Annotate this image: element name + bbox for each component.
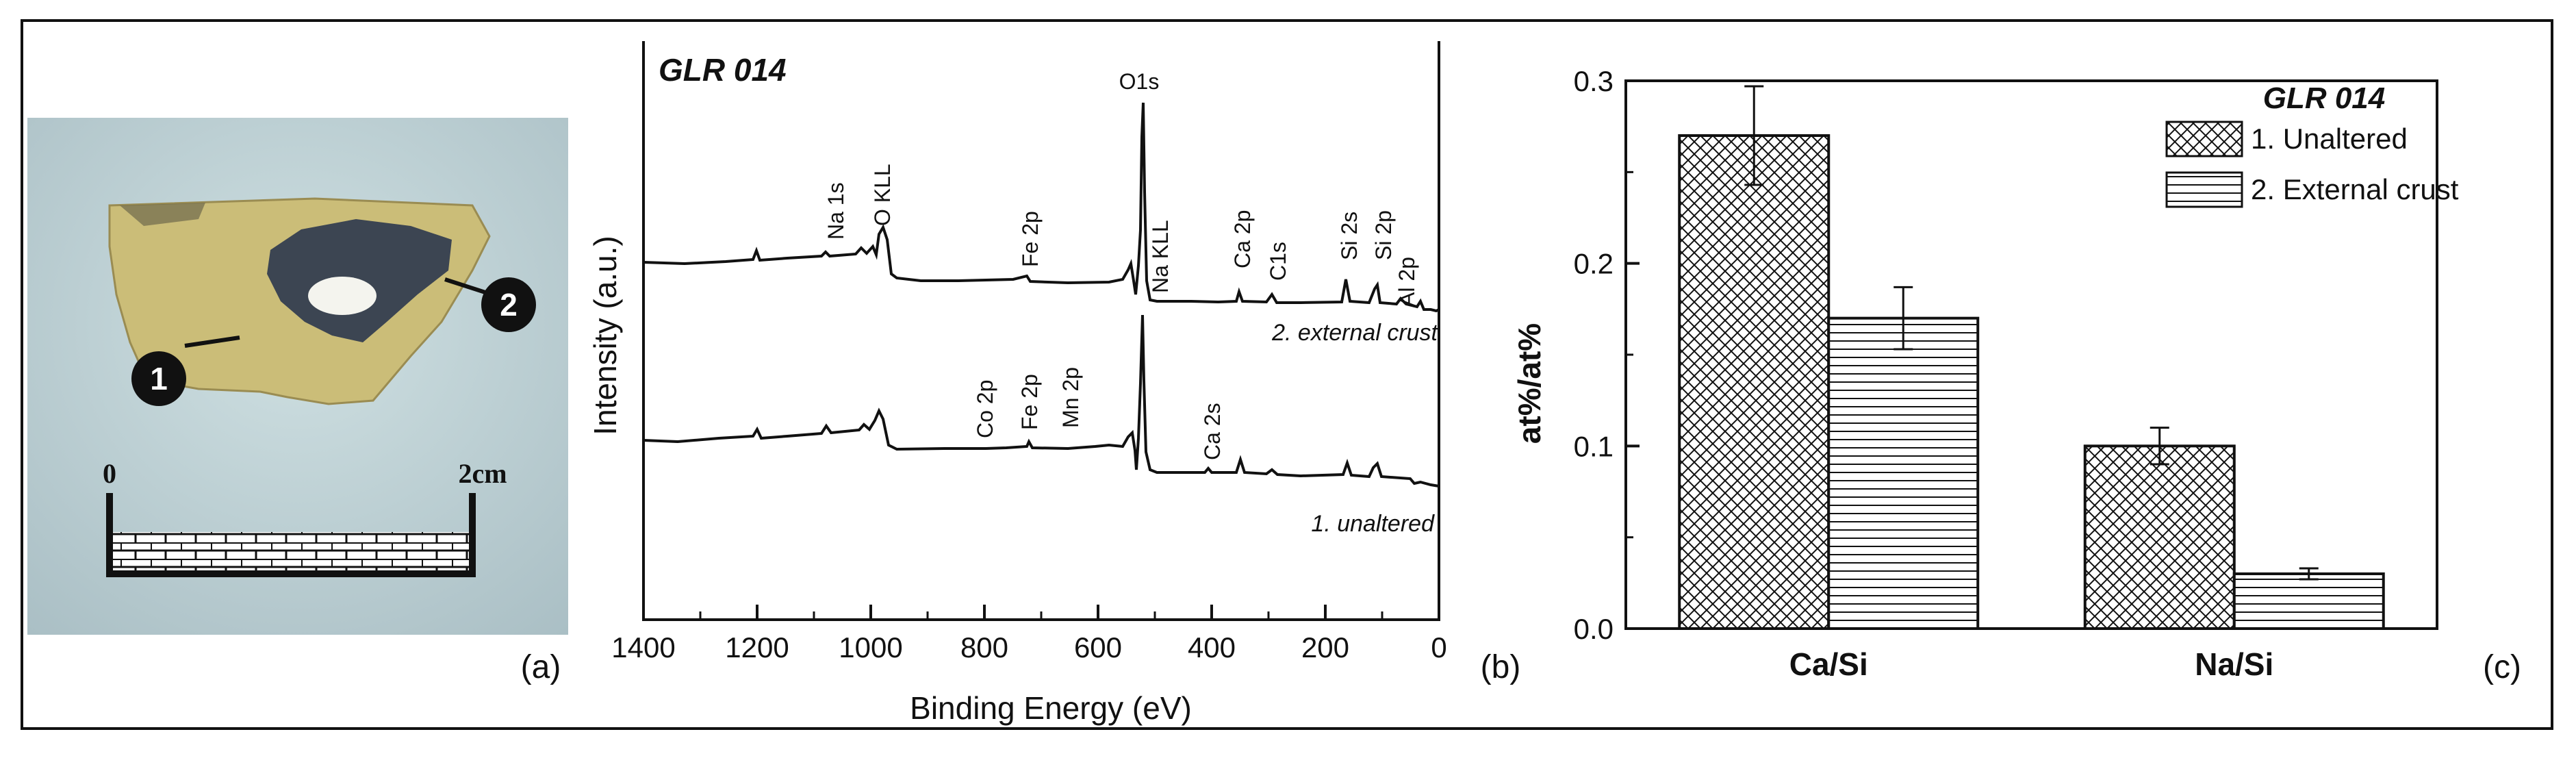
- legend-label-external-crust: 2. External crust: [2251, 173, 2459, 205]
- peak-label-al-2p: Al 2p: [1394, 257, 1419, 307]
- bar-external-crust-ca-si: [1827, 316, 1980, 630]
- x-tick-label-na-si: Na/Si: [2195, 646, 2273, 682]
- chart-title: GLR 014: [2263, 81, 2386, 115]
- panel-b-title: GLR 014: [659, 52, 787, 88]
- legend-label-unaltered: 1. Unaltered: [2251, 123, 2408, 155]
- legend-swatch-unaltered: [2165, 121, 2243, 157]
- x-tick-label: 1200: [725, 631, 789, 664]
- panel-c: 0.0 0.1 0.2 0.3 Ca/Si Na/Si at%/at% GLR 014 1…: [1512, 65, 2521, 685]
- scale-bar: [106, 493, 476, 577]
- y-tick-label: 0.0: [1574, 613, 1614, 645]
- peak-label-co-2p: Co 2p: [973, 380, 997, 438]
- panel-b-x-axis-title: Binding Energy (eV): [910, 690, 1192, 726]
- peak-label-o1s: O1s: [1119, 69, 1160, 94]
- panel-a-label: (a): [521, 649, 561, 685]
- peak-label-na-1s: Na 1s: [824, 182, 848, 240]
- crust-highlight: [308, 277, 377, 315]
- panel-c-label: (c): [2483, 649, 2521, 685]
- peak-label-si-2s: Si 2s: [1337, 212, 1362, 260]
- fragment-edge: [120, 203, 205, 226]
- x-tick-label: 200: [1301, 631, 1349, 664]
- x-tick-label: 800: [960, 631, 1008, 664]
- y-tick-label: 0.2: [1574, 248, 1614, 280]
- spectrum-external-crust: [643, 102, 1440, 313]
- spectrum-label-unaltered: 1. unaltered: [1311, 511, 1435, 537]
- bar-external-crust-na-si: [2232, 572, 2385, 630]
- x-tick-label: 1400: [611, 631, 675, 664]
- peak-label-mn-2p: Mn 2p: [1058, 367, 1083, 428]
- marker-2-line: [444, 277, 488, 295]
- legend-swatch-external-crust: [2165, 171, 2243, 208]
- panel-b-label: (b): [1481, 649, 1521, 685]
- marker-2-text: 2: [500, 287, 518, 323]
- peak-label-ca-2s: Ca 2s: [1200, 403, 1225, 460]
- bar-chart: 0.0 0.1 0.2 0.3 Ca/Si Na/Si: [1574, 65, 2438, 682]
- marker-1: [131, 351, 186, 406]
- peak-label-fe-2p-unaltered: Fe 2p: [1017, 374, 1042, 430]
- marker-2: [481, 277, 536, 332]
- y-tick-label: 0.1: [1574, 430, 1614, 462]
- scale-end-label: 2cm: [458, 458, 507, 489]
- bar-unaltered-na-si: [2083, 444, 2236, 630]
- peak-label-c1s: C1s: [1266, 242, 1290, 281]
- panel-a: 1 2 0 2cm (a): [27, 118, 568, 685]
- marker-1-line: [184, 336, 240, 348]
- x-tick-label: 0: [1431, 631, 1446, 664]
- panel-b-y-axis-title: Intensity (a.u.): [587, 236, 623, 435]
- y-axis-title: at%/at%: [1512, 323, 1547, 444]
- x-tick-label-ca-si: Ca/Si: [1789, 646, 1868, 682]
- panel-b: GLR 014 Intensity (a.u.) 1400 1200 1000 800…: [587, 41, 1520, 726]
- panel-b-ticks: 1400 1200 1000 800 600 400 200 0: [611, 605, 1447, 664]
- x-tick-label: 600: [1074, 631, 1122, 664]
- peak-label-si-2p: Si 2p: [1371, 210, 1396, 260]
- scale-bar-fill: [112, 532, 469, 572]
- spectrum-label-external-crust: 2. external crust: [1271, 320, 1438, 346]
- x-tick-label: 400: [1188, 631, 1236, 664]
- scale-start-label: 0: [103, 458, 116, 489]
- spectrum-unaltered: [643, 314, 1440, 488]
- peak-label-na-kll: Na KLL: [1148, 220, 1173, 293]
- peak-label-o-kll: O KLL: [870, 164, 895, 226]
- bar-unaltered-ca-si: [1678, 134, 1831, 630]
- peak-label-fe-2p-crust: Fe 2p: [1018, 211, 1043, 267]
- marker-1-text: 1: [150, 361, 168, 396]
- peak-label-ca-2p: Ca 2p: [1230, 210, 1255, 268]
- y-tick-label: 0.3: [1574, 65, 1614, 97]
- x-tick-label: 1000: [839, 631, 902, 664]
